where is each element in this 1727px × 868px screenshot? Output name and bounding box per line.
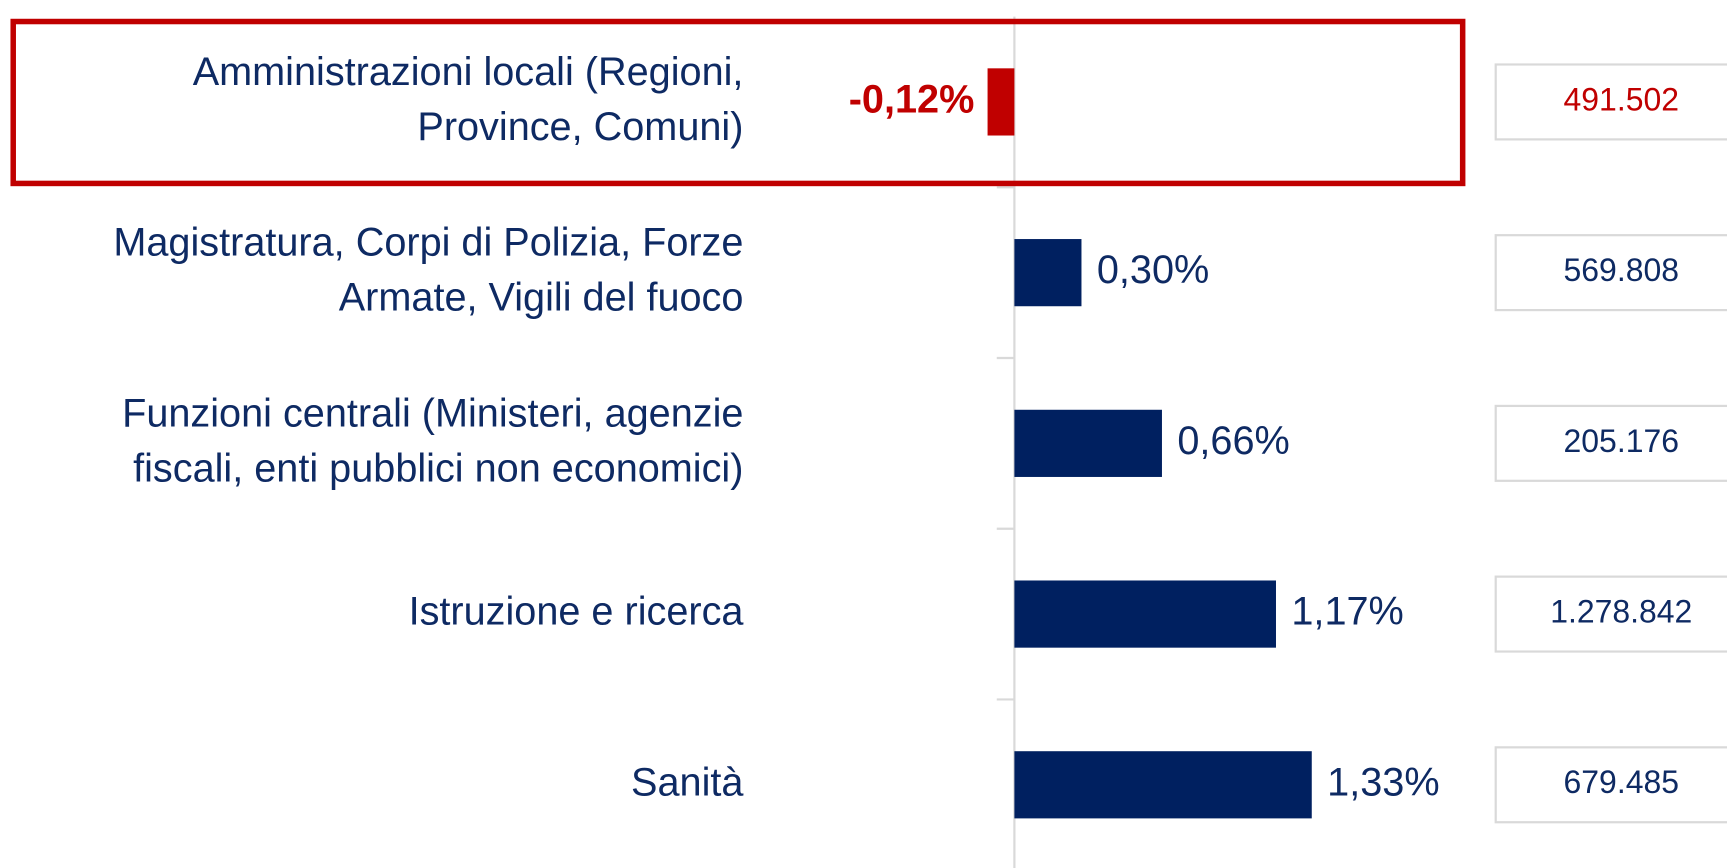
total-box [1494,575,1727,653]
category-label: Armate, Vigili del fuoco [339,276,744,320]
category-label: Magistratura, Corpi di Polizia, Forze [113,221,743,265]
total-box [1494,746,1727,824]
bar [1014,751,1312,819]
total-label: 491.502 [1564,81,1679,117]
total-box [1494,63,1727,141]
bar [1014,239,1082,307]
bar [1014,580,1276,648]
category-label: Province, Comuni) [417,105,743,149]
total-box [1494,234,1727,312]
bar [1014,409,1162,477]
total-box [1494,404,1727,482]
total-label: 569.808 [1564,252,1679,288]
category-label: Istruzione e ricerca [409,590,745,634]
total-label: 205.176 [1564,423,1679,459]
category-label: Sanità [631,760,744,804]
value-label: 1,17% [1291,590,1403,634]
total-label: 679.485 [1564,764,1679,800]
value-label: 0,30% [1097,248,1209,292]
category-label: Funzioni centrali (Ministeri, agenzie [122,391,743,435]
value-label: 1,33% [1327,760,1439,804]
value-label: -0,12% [849,77,975,121]
total-label: 1.278.842 [1550,594,1692,630]
category-label: Amministrazioni locali (Regioni, [193,50,744,94]
bar [987,68,1015,136]
value-label: 0,66% [1177,419,1289,463]
category-label: fiscali, enti pubblici non economici) [133,446,743,490]
highlight-frame [10,18,1466,187]
